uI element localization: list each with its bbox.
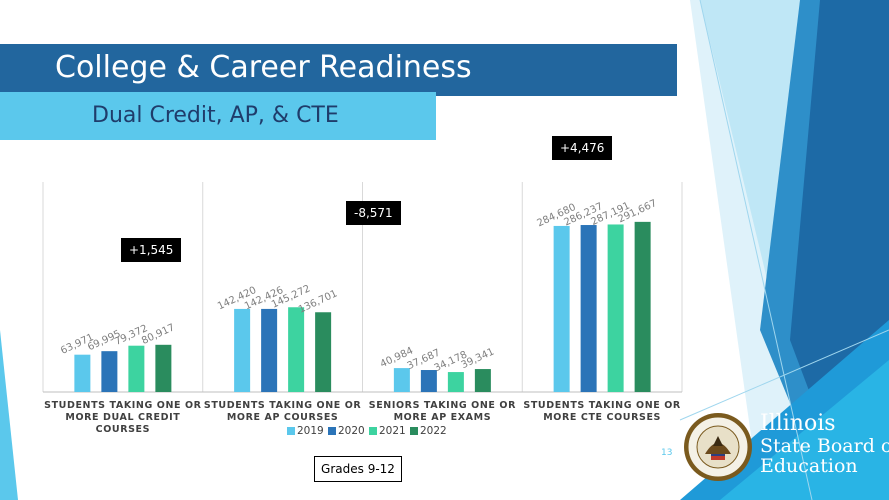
- grades-box: Grades 9-12: [314, 456, 402, 482]
- bar-2020-3: [420, 370, 437, 392]
- category-label: STUDENTS TAKING ONE OR: [44, 400, 202, 411]
- category-label: MORE AP EXAMS: [394, 412, 492, 423]
- category-label: COURSES: [96, 424, 150, 435]
- legend-swatch-2019: [287, 427, 295, 435]
- title-bar: [0, 44, 677, 96]
- bar-2022-2: [315, 312, 332, 392]
- bar-2019-2: [234, 308, 251, 392]
- deco-line-1: [699, 0, 813, 500]
- isbe-logo-line3: Education: [760, 455, 858, 477]
- isbe-logo-line2: State Board of: [760, 435, 889, 457]
- page-number: 13: [661, 448, 673, 458]
- legend-label: 2019: [297, 425, 324, 437]
- legend-swatch-2021: [369, 427, 377, 435]
- callout-dual-credit-change: +1,545: [121, 238, 182, 262]
- deco-left-sliver: [0, 330, 18, 500]
- bar-2021-3: [447, 372, 464, 392]
- bar-2022-4: [634, 221, 651, 392]
- bar-2021-2: [288, 307, 305, 392]
- slide-subtitle: Dual Credit, AP, & CTE: [92, 103, 339, 128]
- bar-2019-3: [393, 368, 410, 392]
- legend-label: 2022: [420, 425, 447, 437]
- bar-2022-1: [155, 344, 172, 392]
- isbe-logo-line1: Illinois: [760, 411, 836, 436]
- legend-label: 2020: [338, 425, 365, 437]
- category-label: STUDENTS TAKING ONE OR: [523, 400, 681, 411]
- category-label: MORE DUAL CREDIT: [65, 412, 180, 423]
- deco-cyan-triangle: [720, 360, 889, 500]
- isbe-logo-text: Illinois State Board of Education: [760, 411, 889, 477]
- category-label: SENIORS TAKING ONE OR: [369, 400, 516, 411]
- slide-title: College & Career Readiness: [55, 50, 472, 85]
- legend-swatch-2020: [328, 427, 336, 435]
- bar-2020-4: [580, 225, 597, 392]
- callout-ap-exams-change: -8,571: [346, 201, 401, 225]
- category-label: STUDENTS TAKING ONE OR: [204, 400, 362, 411]
- category-label: MORE CTE COURSES: [543, 412, 661, 423]
- isbe-seal-icon: [684, 413, 752, 481]
- bar-2019-4: [553, 225, 570, 392]
- data-label: 39,341: [460, 346, 496, 371]
- bar-2020-1: [101, 351, 118, 392]
- category-label: MORE AP COURSES: [227, 412, 339, 423]
- bar-2020-2: [261, 308, 278, 392]
- subtitle-bar: [0, 92, 436, 140]
- bar-2021-1: [128, 345, 145, 392]
- legend-swatch-2022: [410, 427, 418, 435]
- bar-2019-1: [74, 354, 91, 392]
- legend-label: 2021: [379, 425, 406, 437]
- bar-2022-3: [474, 369, 491, 392]
- bar-2021-4: [607, 224, 624, 392]
- deco-line-2: [679, 329, 889, 421]
- callout-cte-change: +4,476: [552, 136, 613, 160]
